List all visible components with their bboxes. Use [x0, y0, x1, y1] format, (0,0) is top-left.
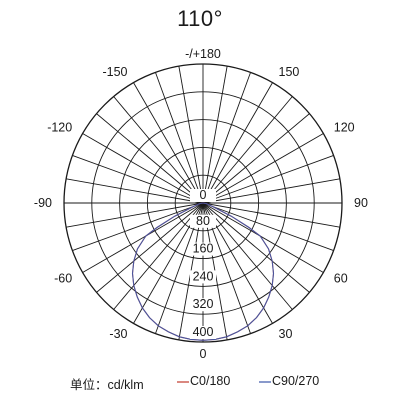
- grid-spoke: [178, 66, 204, 204]
- grid-spoke: [96, 202, 204, 293]
- grid-spoke: [202, 155, 334, 204]
- grid-spoke: [82, 202, 204, 273]
- grid-spoke: [202, 113, 310, 204]
- grid-spoke: [155, 72, 204, 204]
- grid-spoke: [133, 82, 204, 204]
- grid-spoke: [72, 155, 204, 204]
- grid-spoke: [202, 178, 340, 204]
- grid-spoke: [202, 66, 228, 204]
- radial-label-bg: [190, 326, 216, 339]
- grid-spoke: [202, 202, 334, 251]
- series-curves: [131, 202, 275, 341]
- grid-spoke: [202, 72, 251, 204]
- angle-label: 0: [200, 347, 207, 361]
- grid-spoke: [82, 133, 204, 204]
- legend-item-c90: C90/270: [258, 374, 319, 388]
- radial-label: 240: [193, 269, 214, 283]
- grid-spoke: [202, 202, 310, 293]
- legend-item-c0: C0/180: [176, 374, 230, 388]
- radial-label: 160: [193, 242, 214, 256]
- angle-label: -120: [47, 121, 72, 135]
- radial-label-bg: [190, 298, 216, 312]
- grid-spoke: [202, 133, 324, 204]
- legend-label-c90: C90/270: [272, 374, 320, 388]
- legend: 单位：cd/klm C0/180 C90/270: [0, 374, 400, 394]
- grid-spoke: [202, 202, 340, 228]
- grid-spoke: [113, 96, 204, 204]
- radial-label-bg: [190, 242, 216, 256]
- radial-label-bg: [190, 270, 216, 284]
- angle-labels: -/+180 150 120 90 60 30 0 -30 -60 -90 -120 -150: [34, 47, 368, 361]
- series-curve-1: [131, 202, 275, 341]
- radial-label-bg: [190, 189, 216, 202]
- angle-label: -150: [102, 65, 127, 79]
- radial-label: 80: [196, 214, 210, 228]
- legend-swatch-c90: [259, 381, 271, 383]
- radial-labels: 0 80 160 240 320 400: [190, 188, 216, 339]
- angle-label: 60: [334, 272, 348, 286]
- unit-label: 单位：cd/klm: [70, 378, 144, 392]
- grid-spoke: [113, 202, 204, 310]
- angle-label: 30: [279, 327, 293, 341]
- grid-spoke: [202, 96, 293, 204]
- grid-spoke: [202, 202, 324, 273]
- grid-spoke: [72, 202, 204, 251]
- grid-spoke: [202, 82, 273, 204]
- angle-label: -60: [54, 272, 72, 286]
- angle-label: -90: [34, 196, 52, 210]
- angle-label: 90: [354, 196, 368, 210]
- radial-label: 400: [193, 325, 214, 339]
- angle-label: -30: [109, 327, 127, 341]
- legend-swatch-c0: [177, 381, 189, 383]
- angle-label: 120: [334, 121, 355, 135]
- grid-spoke: [202, 202, 293, 310]
- chart-title: 110°: [177, 6, 223, 31]
- legend-label-c0: C0/180: [190, 374, 231, 388]
- radial-label: 0: [200, 188, 207, 202]
- grid-spoke: [96, 113, 204, 204]
- radial-label-bg: [190, 214, 216, 228]
- radial-label: 320: [193, 297, 214, 311]
- grid-spoke: [66, 178, 204, 204]
- grid-spoke: [66, 202, 204, 228]
- angle-label: -/+180: [185, 47, 221, 61]
- angle-label: 150: [279, 65, 300, 79]
